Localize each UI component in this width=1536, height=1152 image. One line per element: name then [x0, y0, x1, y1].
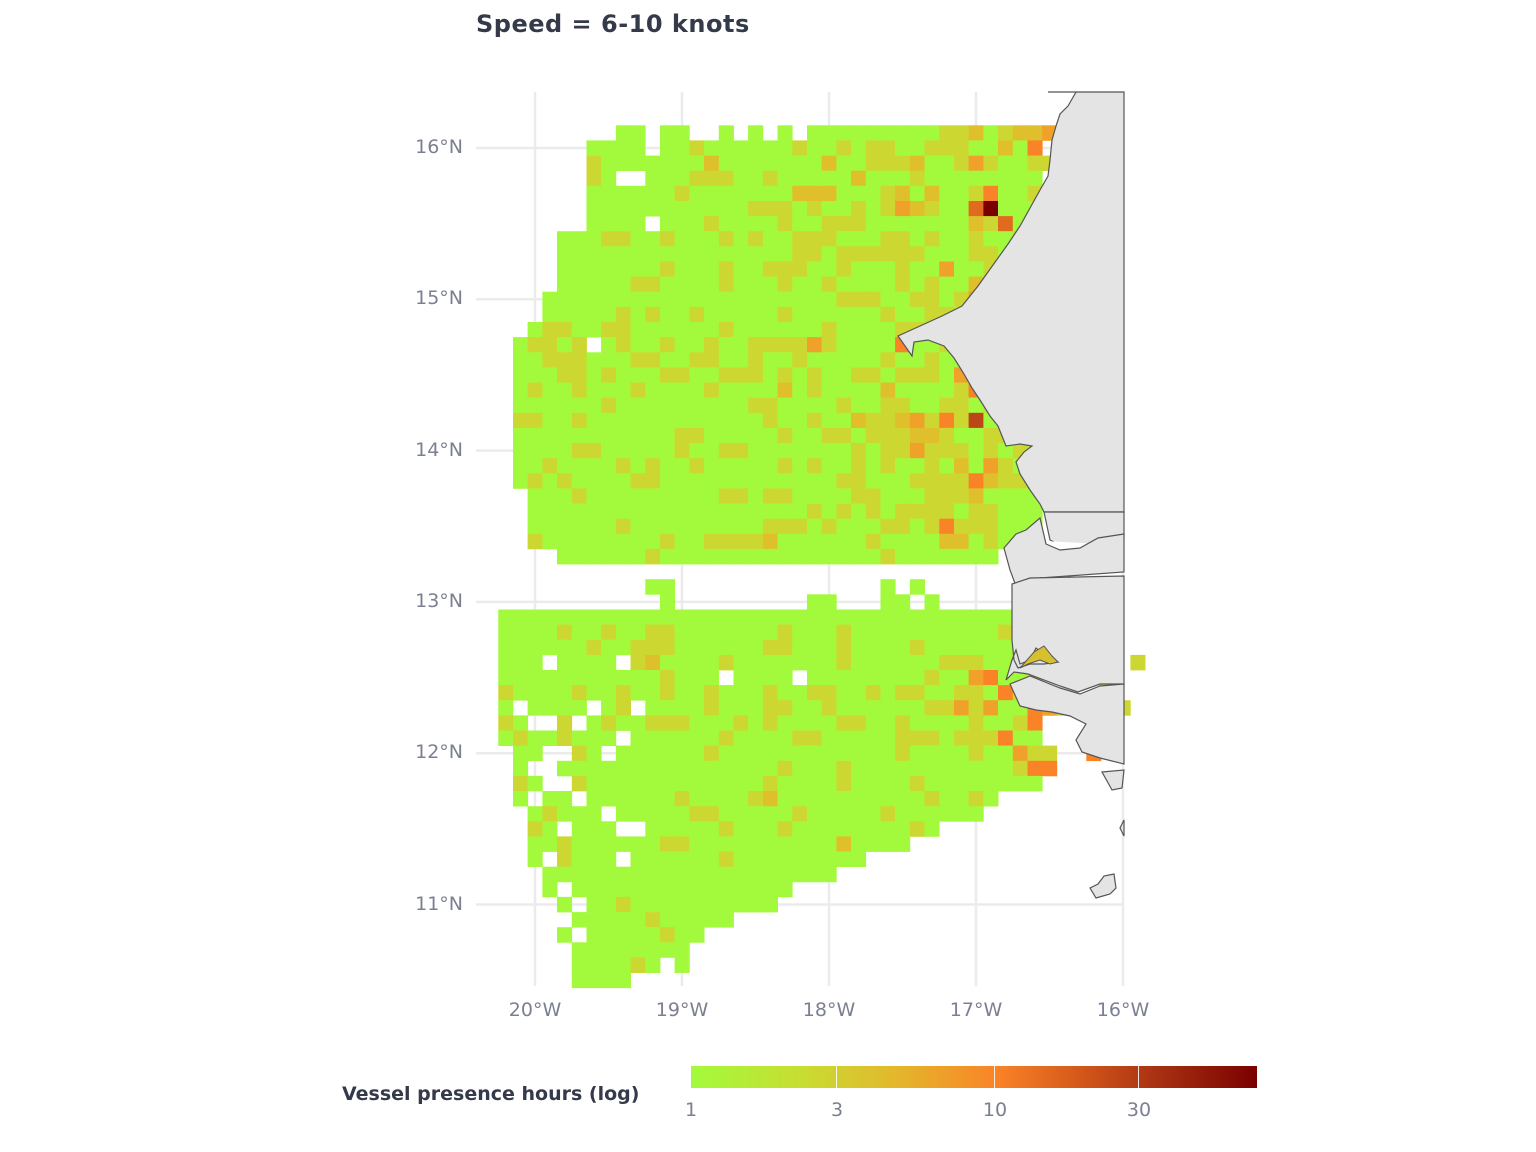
x-tick-label: 20°W [508, 999, 562, 1021]
legend-tick-3 [836, 1066, 837, 1088]
y-tick-label: 13°N [415, 589, 463, 612]
y-tick-label: 12°N [415, 741, 463, 764]
legend-label-3: 3 [830, 1099, 844, 1121]
legend-colorbar [691, 1066, 1257, 1088]
y-tick-label: 14°N [415, 438, 463, 461]
y-tick-label: 15°N [415, 287, 463, 310]
legend-label-10: 10 [982, 1099, 1008, 1121]
plot-title: Speed = 6-10 knots [476, 10, 750, 38]
x-tick-label: 16°W [1096, 999, 1150, 1021]
legend-label-1: 1 [684, 1099, 698, 1121]
x-tick-label: 17°W [949, 999, 1003, 1021]
x-tick-label: 18°W [802, 999, 856, 1021]
legend-label-30: 30 [1126, 1099, 1152, 1121]
y-tick-label: 16°N [415, 136, 463, 158]
legend-title: Vessel presence hours (log) [342, 1083, 640, 1105]
y-tick-label: 11°N [415, 892, 463, 915]
x-tick-label: 19°W [655, 999, 709, 1021]
coastline-landmass [897, 91, 1125, 899]
vessel-presence-cells [498, 125, 1146, 989]
legend-tick-10 [994, 1066, 995, 1088]
legend-tick-30 [1138, 1066, 1139, 1088]
